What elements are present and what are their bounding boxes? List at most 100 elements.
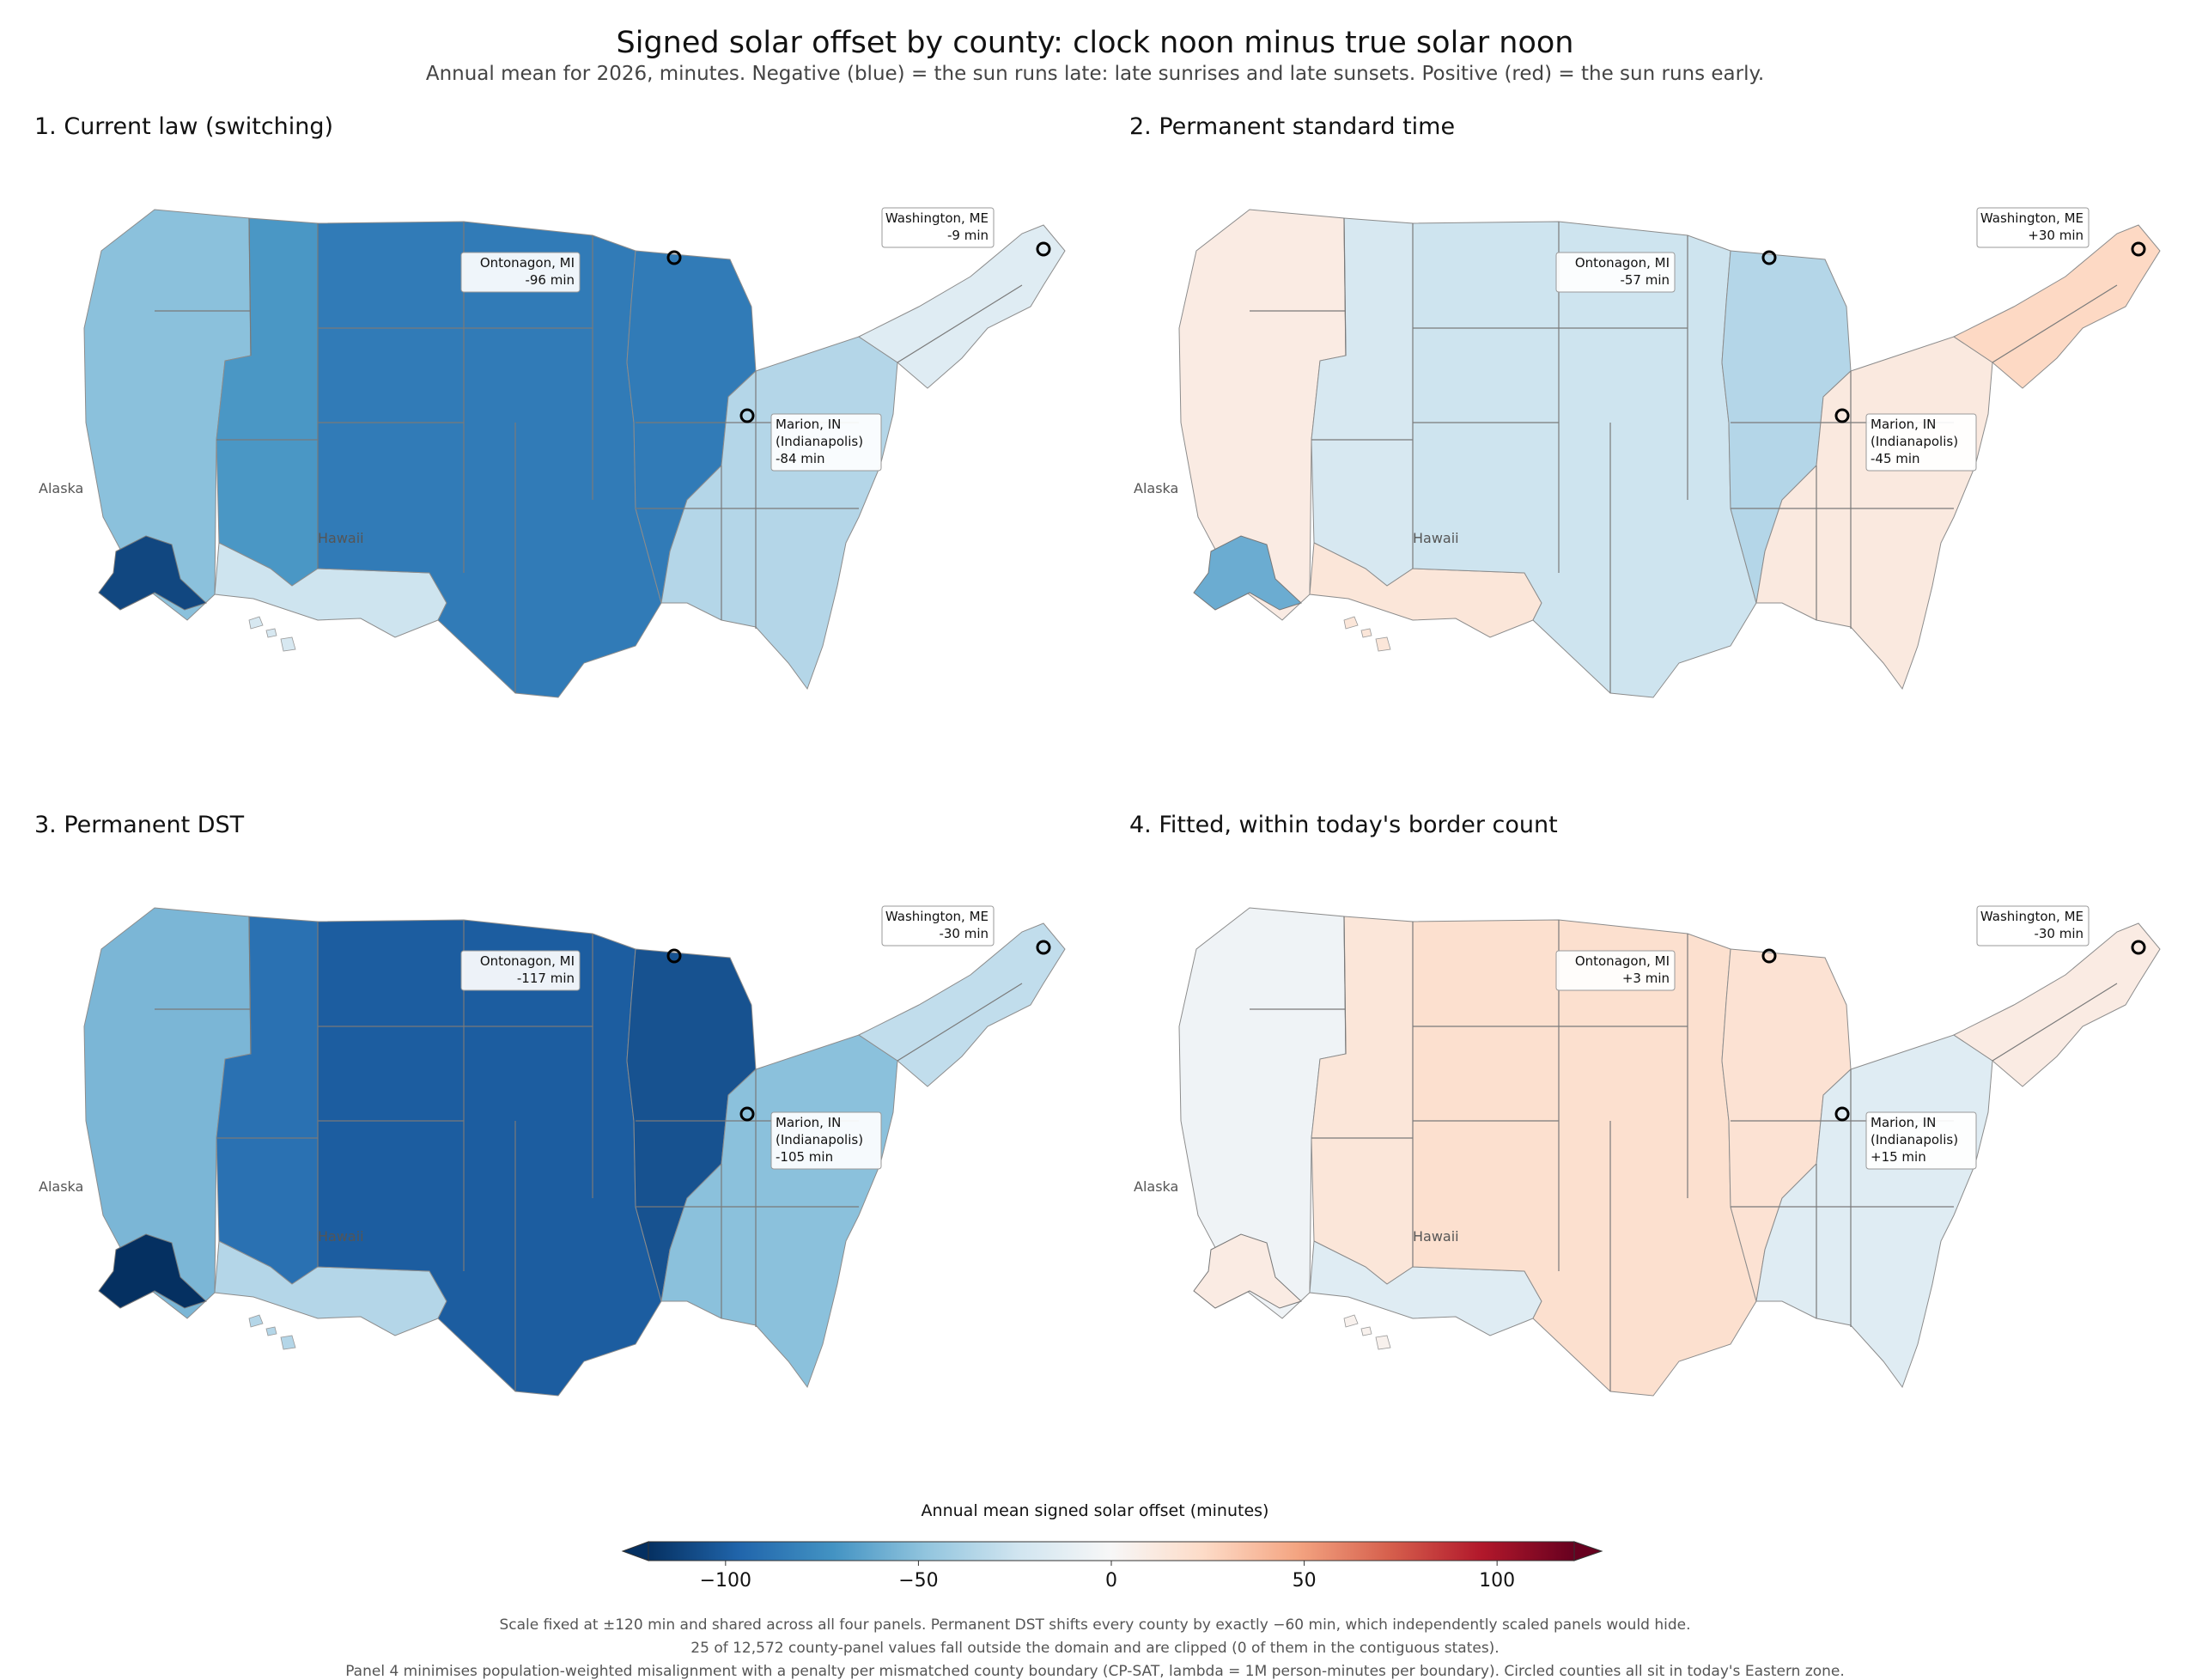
county-marker bbox=[739, 1106, 755, 1122]
callout-box bbox=[1555, 950, 1676, 991]
county-callout: Washington, ME +30 min bbox=[1976, 207, 2090, 248]
callout-line: -30 min bbox=[2034, 926, 2084, 941]
footer-note-1: Scale fixed at ±120 min and shared acros… bbox=[499, 1616, 1691, 1634]
callout-box bbox=[770, 413, 882, 472]
colorbar-gradient bbox=[648, 1541, 1575, 1561]
callout-line: Washington, ME bbox=[1980, 210, 2084, 226]
us-map: Alaska Hawaii Washington, ME -30 min Ontonag… bbox=[1134, 905, 2161, 1397]
hawaii-island bbox=[1343, 616, 1359, 630]
panel-title: 1. Current law (switching) bbox=[34, 113, 334, 140]
state-boundary bbox=[1992, 983, 2118, 1062]
county-marker bbox=[1834, 1106, 1850, 1122]
hawaii-island bbox=[265, 628, 277, 638]
map-panel-permanent-standard: 2. Permanent standard time Alaska Hawaii W… bbox=[1129, 113, 2190, 809]
colorbar-title: Annual mean signed solar offset (minutes… bbox=[921, 1501, 1269, 1520]
state-boundary bbox=[1343, 916, 1347, 1055]
county-marker bbox=[739, 408, 755, 423]
callout-line: Marion, IN bbox=[776, 1115, 841, 1130]
alaska-label: Alaska bbox=[1134, 1178, 1178, 1195]
county-marker bbox=[666, 250, 682, 265]
alaska-inset bbox=[98, 1233, 207, 1309]
callout-box bbox=[1976, 905, 2090, 947]
hawaii-island bbox=[1360, 628, 1372, 638]
hawaii-label: Hawaii bbox=[1413, 1228, 1459, 1245]
callout-box bbox=[1865, 413, 1977, 472]
figure-subtitle: Annual mean for 2026, minutes. Negative … bbox=[425, 63, 1765, 85]
callout-line: (Indianapolis) bbox=[776, 434, 863, 449]
hawaii-island bbox=[1343, 1314, 1359, 1328]
callout-line: Ontonagon, MI bbox=[1575, 953, 1670, 969]
callout-box bbox=[881, 905, 995, 947]
hawaii-island bbox=[248, 1314, 264, 1328]
panel-title: 2. Permanent standard time bbox=[1129, 113, 1456, 140]
alaska-inset bbox=[98, 535, 207, 611]
callout-box bbox=[1555, 252, 1676, 293]
callout-box bbox=[460, 950, 581, 991]
callout-line: Marion, IN bbox=[1871, 1115, 1936, 1130]
county-marker bbox=[666, 948, 682, 964]
zone-central bbox=[317, 221, 662, 698]
colorbar-min-extension bbox=[621, 1541, 649, 1561]
alaska-inset bbox=[1193, 1233, 1302, 1309]
county-marker bbox=[2131, 241, 2146, 257]
colorbar-tick-label: −100 bbox=[700, 1570, 751, 1592]
zone-central bbox=[1412, 221, 1757, 698]
callout-box bbox=[460, 252, 581, 293]
hawaii-island bbox=[248, 616, 264, 630]
callout-line: Washington, ME bbox=[1980, 909, 2084, 924]
map-panel-permanent-dst: 3. Permanent DST Alaska Hawaii Washington,… bbox=[34, 812, 1099, 1507]
county-marker bbox=[1834, 408, 1850, 423]
alaska-inset bbox=[1193, 535, 1302, 611]
zone-central bbox=[317, 919, 662, 1397]
callout-line: Marion, IN bbox=[1871, 417, 1936, 432]
us-map: Alaska Hawaii Washington, ME -9 min Ontonago… bbox=[39, 207, 1066, 698]
callout-box bbox=[1865, 1111, 1977, 1170]
colorbar-tick-label: 100 bbox=[1479, 1570, 1515, 1592]
hawaii-island bbox=[280, 1335, 296, 1350]
colorbar-tick-label: 0 bbox=[1105, 1570, 1117, 1592]
colorbar: −100 −50 0 50 100 bbox=[621, 1541, 1603, 1592]
colorbar-tick-label: −50 bbox=[898, 1570, 938, 1592]
callout-line: -96 min bbox=[525, 272, 575, 288]
callout-box bbox=[881, 207, 995, 248]
county-callout: Marion, IN (Indianapolis) -45 min bbox=[1865, 413, 1977, 472]
us-map: Alaska Hawaii Washington, ME +30 min Ontonag… bbox=[1134, 207, 2161, 698]
callout-line: -30 min bbox=[939, 926, 989, 941]
colorbar-max-extension bbox=[1573, 1541, 1603, 1561]
hawaii-label: Hawaii bbox=[318, 1228, 364, 1245]
callout-line: (Indianapolis) bbox=[776, 1132, 863, 1147]
alaska-label: Alaska bbox=[1134, 480, 1178, 496]
county-marker bbox=[2131, 940, 2146, 955]
hawaii-island bbox=[265, 1326, 277, 1336]
callout-line: Marion, IN bbox=[776, 417, 841, 432]
zone-central bbox=[1412, 919, 1757, 1397]
callout-line: (Indianapolis) bbox=[1871, 1132, 1958, 1147]
state-boundary bbox=[1992, 284, 2118, 363]
callout-line: +3 min bbox=[1622, 971, 1670, 986]
state-boundary bbox=[248, 217, 252, 356]
callout-line: Ontonagon, MI bbox=[480, 953, 575, 969]
footer-note-3: Panel 4 minimises population-weighted mi… bbox=[345, 1663, 1845, 1680]
county-callout: Marion, IN (Indianapolis) -84 min bbox=[770, 413, 882, 472]
callout-line: -57 min bbox=[1620, 272, 1670, 288]
hawaii-label: Hawaii bbox=[1413, 530, 1459, 546]
callout-box bbox=[1976, 207, 2090, 248]
hawaii-island bbox=[1360, 1326, 1372, 1336]
callout-line: -9 min bbox=[947, 228, 989, 243]
callout-line: -117 min bbox=[517, 971, 575, 986]
callout-line: -84 min bbox=[776, 451, 825, 466]
alaska-label: Alaska bbox=[39, 1178, 83, 1195]
callout-line: +30 min bbox=[2028, 228, 2084, 243]
hawaii-island bbox=[280, 636, 296, 652]
panel-title: 3. Permanent DST bbox=[34, 812, 245, 838]
county-callout: Washington, ME -30 min bbox=[1976, 905, 2090, 947]
hawaii-island bbox=[1375, 1335, 1391, 1350]
county-marker bbox=[1036, 241, 1051, 257]
colorbar-tick-label: 50 bbox=[1293, 1570, 1317, 1592]
map-panel-current-law: 1. Current law (switching) Alaska Hawaii W… bbox=[34, 113, 1099, 809]
callout-line: -105 min bbox=[776, 1149, 833, 1165]
callout-line: Washington, ME bbox=[885, 909, 989, 924]
state-boundary bbox=[248, 916, 252, 1055]
county-marker bbox=[1761, 948, 1777, 964]
county-callout: Washington, ME -9 min bbox=[881, 207, 995, 248]
